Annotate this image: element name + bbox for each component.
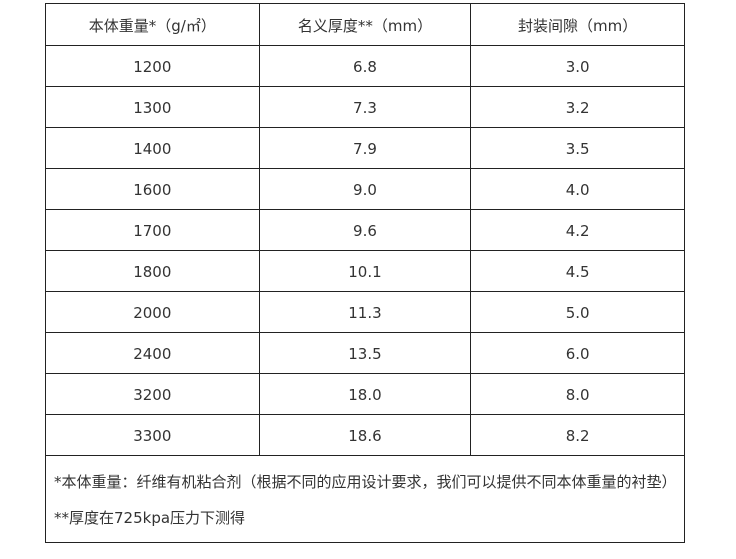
cell-gap: 4.2 — [470, 209, 685, 251]
table-row: 1400 7.9 3.5 — [45, 127, 685, 169]
cell-thickness: 11.3 — [258, 291, 472, 333]
cell-thickness: 7.3 — [258, 86, 472, 128]
cell-weight: 1700 — [45, 209, 260, 251]
cell-gap: 8.0 — [470, 373, 685, 415]
cell-thickness: 9.0 — [258, 168, 472, 210]
notes-cell: *本体重量：纤维有机粘合剂（根据不同的应用设计要求，我们可以提供不同本体重量的衬… — [45, 455, 685, 543]
table-row: 1200 6.8 3.0 — [45, 45, 685, 87]
header-weight: 本体重量*（g/㎡） — [45, 3, 260, 46]
table-row: 1700 9.6 4.2 — [45, 209, 685, 251]
cell-thickness: 18.6 — [258, 414, 472, 456]
table-row: 1300 7.3 3.2 — [45, 86, 685, 128]
table-row: 3200 18.0 8.0 — [45, 373, 685, 415]
cell-weight: 1600 — [45, 168, 260, 210]
cell-gap: 8.2 — [470, 414, 685, 456]
cell-gap: 4.5 — [470, 250, 685, 292]
cell-thickness: 9.6 — [258, 209, 472, 251]
cell-gap: 5.0 — [470, 291, 685, 333]
note-thickness: **厚度在725kpa压力下测得 — [54, 509, 246, 527]
table-row: 2000 11.3 5.0 — [45, 291, 685, 333]
header-gap: 封装间隙（mm） — [470, 3, 685, 46]
header-thickness: 名义厚度**（mm） — [258, 3, 472, 46]
cell-thickness: 10.1 — [258, 250, 472, 292]
cell-weight: 1400 — [45, 127, 260, 169]
spec-table: 本体重量*（g/㎡） 名义厚度**（mm） 封装间隙（mm） 1200 6.8 3.… — [45, 3, 685, 543]
table-row: 2400 13.5 6.0 — [45, 332, 685, 374]
cell-weight: 1800 — [45, 250, 260, 292]
table-row: 1800 10.1 4.5 — [45, 250, 685, 292]
header-row: 本体重量*（g/㎡） 名义厚度**（mm） 封装间隙（mm） — [45, 3, 685, 46]
cell-gap: 3.2 — [470, 86, 685, 128]
cell-weight: 2400 — [45, 332, 260, 374]
table-row: 1600 9.0 4.0 — [45, 168, 685, 210]
cell-thickness: 18.0 — [258, 373, 472, 415]
cell-weight: 1200 — [45, 45, 260, 87]
cell-thickness: 13.5 — [258, 332, 472, 374]
cell-weight: 3300 — [45, 414, 260, 456]
cell-weight: 1300 — [45, 86, 260, 128]
note-weight: *本体重量：纤维有机粘合剂（根据不同的应用设计要求，我们可以提供不同本体重量的衬… — [54, 473, 677, 491]
table-row: 3300 18.6 8.2 — [45, 414, 685, 456]
cell-gap: 3.0 — [470, 45, 685, 87]
notes-row: *本体重量：纤维有机粘合剂（根据不同的应用设计要求，我们可以提供不同本体重量的衬… — [45, 455, 685, 543]
cell-weight: 3200 — [45, 373, 260, 415]
cell-gap: 6.0 — [470, 332, 685, 374]
cell-thickness: 6.8 — [258, 45, 472, 87]
cell-weight: 2000 — [45, 291, 260, 333]
cell-gap: 4.0 — [470, 168, 685, 210]
cell-gap: 3.5 — [470, 127, 685, 169]
cell-thickness: 7.9 — [258, 127, 472, 169]
